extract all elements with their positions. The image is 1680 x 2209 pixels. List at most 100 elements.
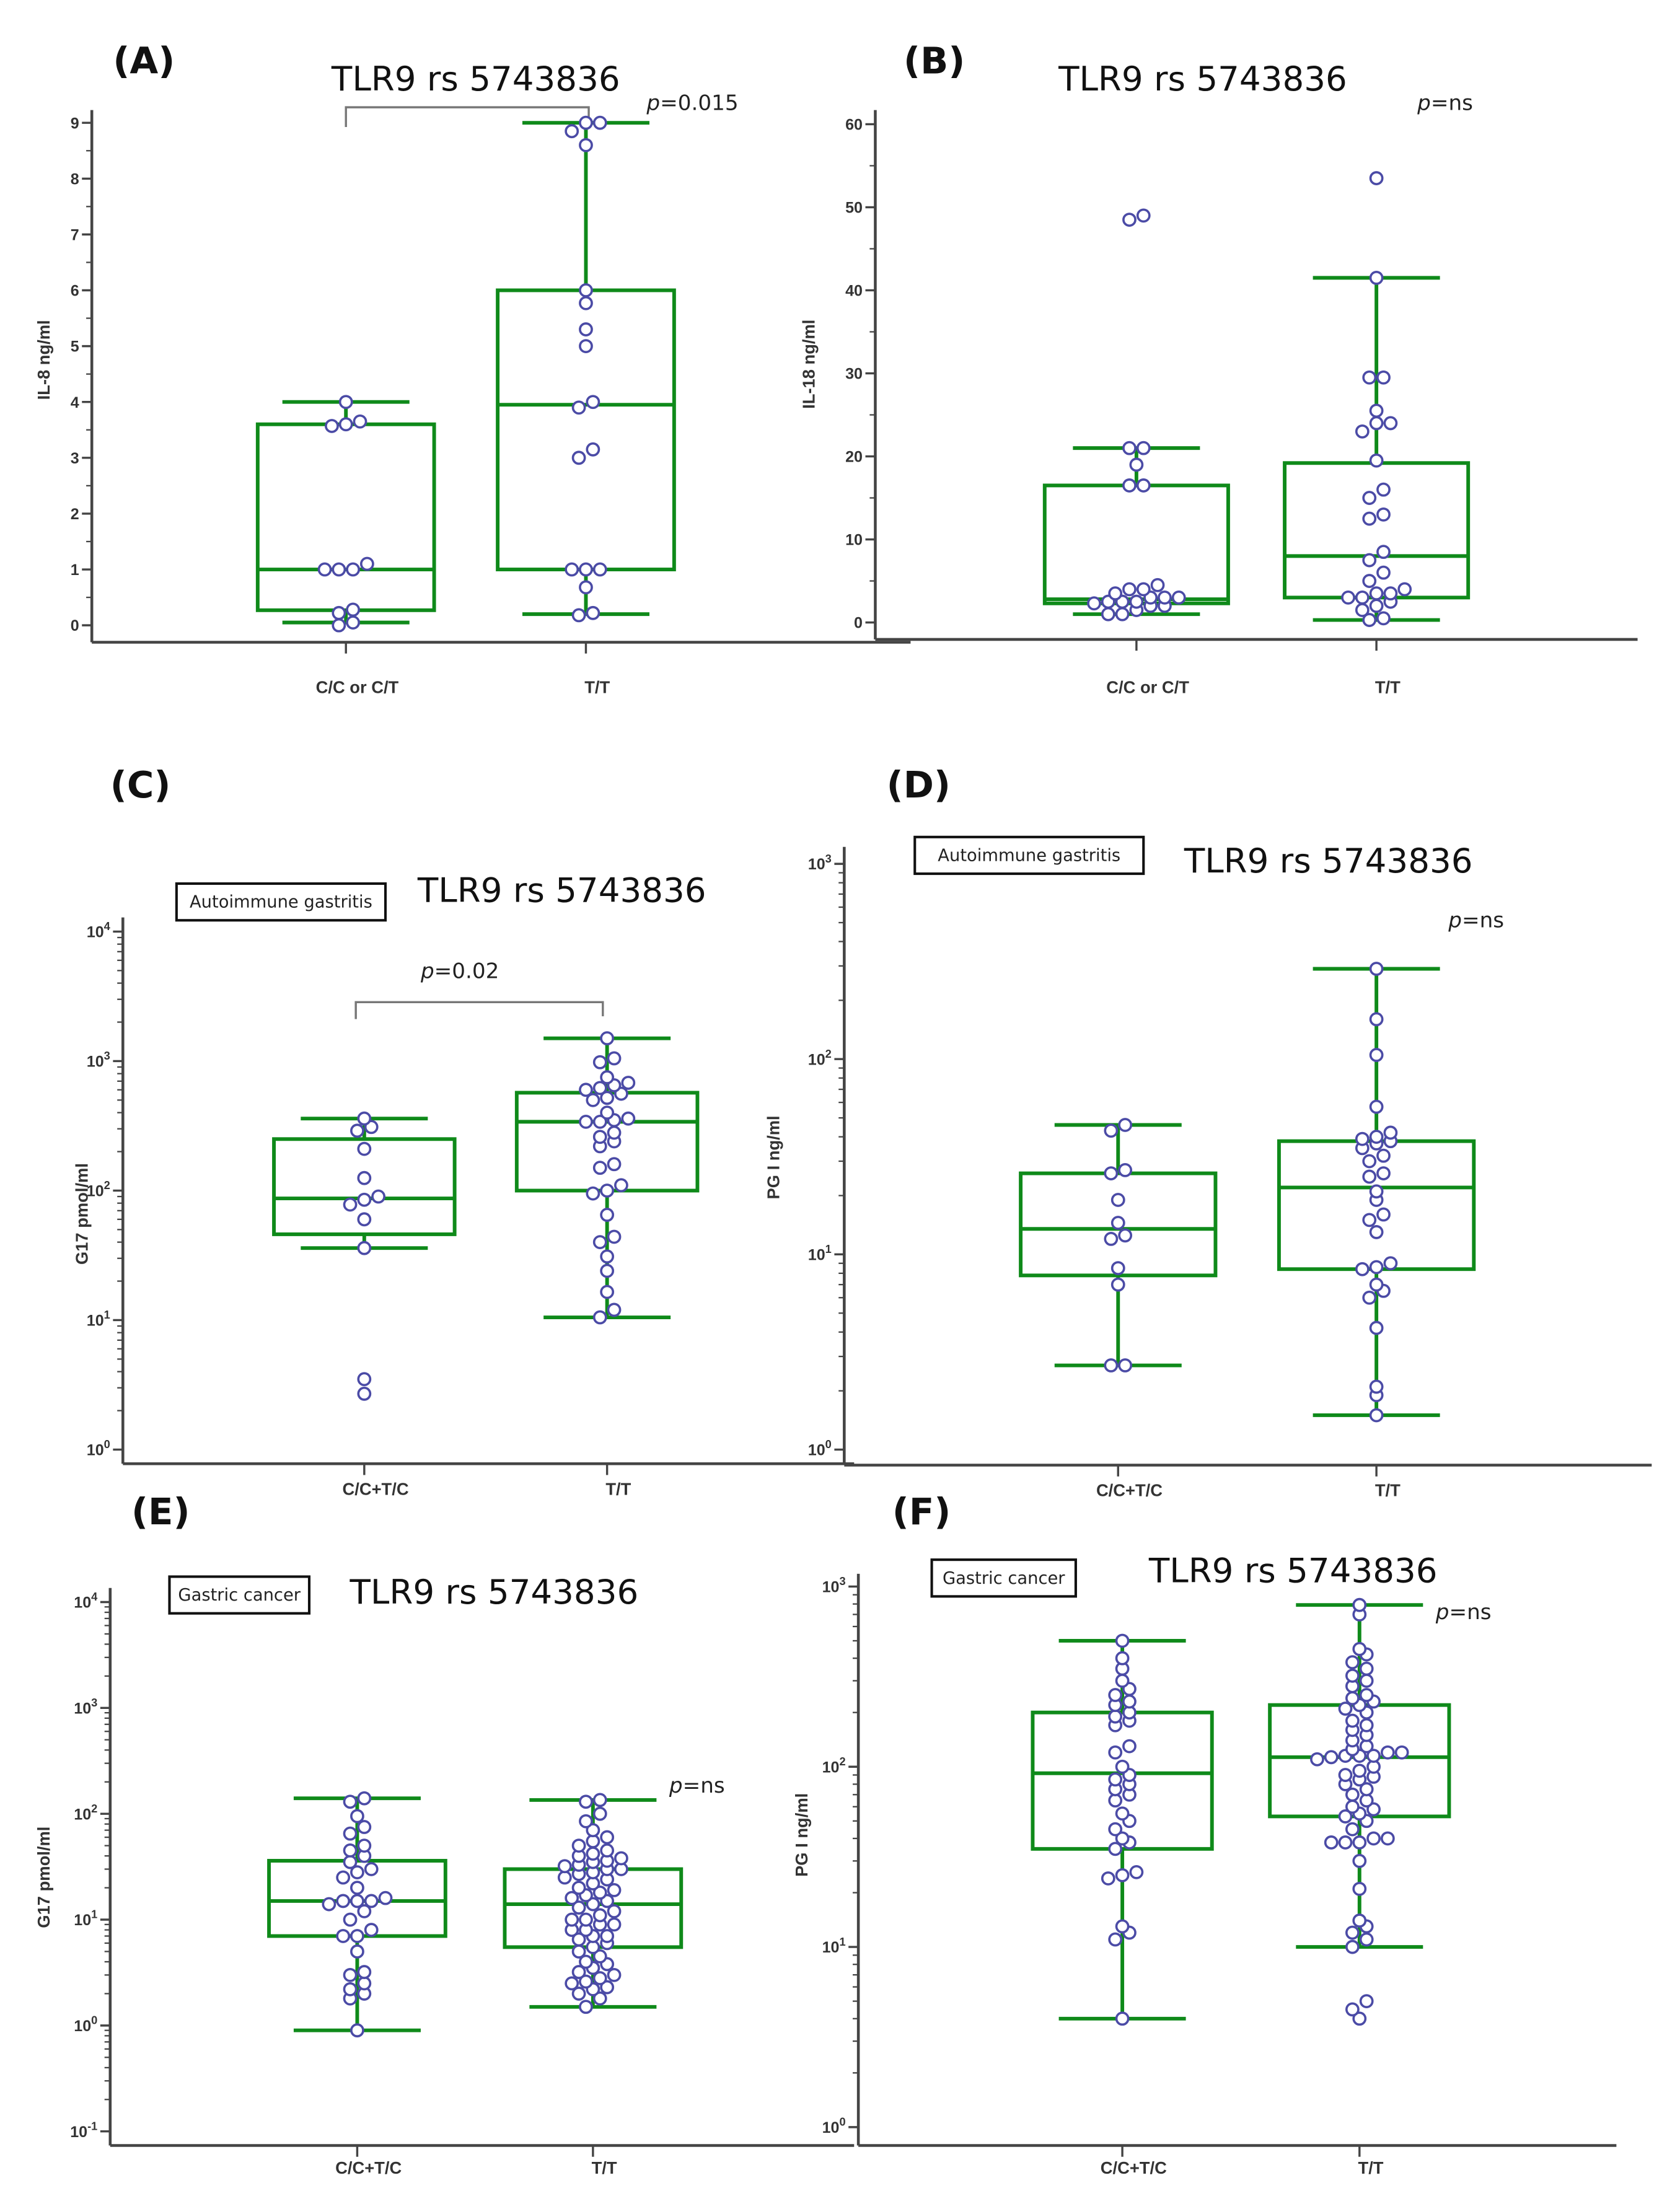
y-tick-label: 104 [74,1591,98,1611]
data-point [1345,1925,1360,1940]
y-tick-label: 103 [87,1050,110,1070]
y-tick-label: 5 [71,338,79,356]
tick-exponent: -1 [87,2120,97,2132]
y-axis-label: PG I ng/ml [764,1115,783,1199]
data-point [1352,1597,1367,1612]
data-point [1355,1131,1370,1146]
data-point [343,1794,358,1809]
tick-exponent: 1 [825,1243,832,1255]
chart-title: TLR9 rs 5743836 [1058,59,1347,99]
data-point [592,1949,607,1964]
data-point [357,1372,372,1387]
annotation-label: Autoimmune gastritis [938,846,1120,866]
tick-exponent: 0 [91,2014,97,2027]
data-point [357,1965,372,1979]
data-point [1118,1118,1133,1132]
data-point [1122,213,1137,227]
data-point [1115,1868,1130,1882]
data-point [586,1847,600,1861]
annotation-box [913,835,1145,876]
data-point [557,1870,572,1885]
data-point [571,1881,586,1895]
data-point [1369,1408,1384,1423]
y-tick-label: 100 [808,1438,832,1459]
panel-a: (A) TLR9 rs 5743836 p=0.015 0 1 2 3 4 5 6 7 8 9 IL-8 … [34,39,911,696]
box-group-2: T/T [496,115,676,696]
iqr-box [1019,1171,1218,1278]
x-category-label: T/T [592,2158,617,2177]
data-point [1338,1702,1353,1716]
box-group-2: T/T [503,1793,684,2177]
panel-c: (C) TLR9 rs 5743836 Autoimmune gastritis p=… [72,763,855,1498]
data-point [1136,582,1151,597]
data-point [1362,370,1377,385]
data-point [346,602,360,617]
data-point [357,1192,372,1207]
data-point [571,608,586,623]
box-group-2: T/T [514,1031,700,1498]
chart-title: TLR9 rs 5743836 [331,59,620,99]
data-point [565,1976,579,1991]
y-axis-label: PG I ng/ml [792,1793,811,1877]
data-point [1352,1835,1367,1850]
data-point [364,1862,379,1876]
data-point [1115,1633,1130,1648]
tick-base: 10 [808,1246,825,1263]
data-point [357,1791,372,1806]
data-point [1115,1651,1130,1666]
data-point [1104,1232,1119,1246]
tick-base: 10 [808,1442,825,1459]
data-point [1369,1099,1384,1114]
y-tick-label: 102 [87,1179,110,1200]
data-point [1115,1759,1130,1774]
data-point [357,1212,372,1227]
data-point [1355,590,1370,605]
data-point [1369,453,1384,468]
data-point [1362,491,1377,505]
data-point [1355,424,1370,439]
data-point [357,1386,372,1401]
data-point [357,1241,372,1255]
data-point [1376,1207,1391,1222]
panel-letter: (D) [887,763,951,806]
data-point [621,1076,636,1090]
data-point [1122,478,1137,493]
p-value: p=ns [1448,907,1505,933]
data-point [1376,1148,1391,1163]
data-point [592,1971,607,1985]
data-point [1104,1358,1119,1372]
data-point [1101,1871,1115,1886]
data-point [586,1186,600,1201]
x-category-label: T/T [1375,677,1401,696]
panel-letter: (C) [110,763,171,806]
data-point [600,1105,615,1120]
data-point [1101,607,1115,621]
data-point [565,1912,579,1927]
y-tick-label: 103 [822,1575,846,1596]
data-point [592,1806,607,1821]
annotation-box [175,882,387,922]
data-point [579,2000,593,2014]
tick-exponent: 2 [825,1048,832,1060]
p-value: p=0.015 [646,90,739,116]
p-value-container: p=ns [1448,907,1505,933]
data-point [1380,1831,1395,1846]
panel-letter: (E) [131,1490,190,1533]
tick-exponent: 3 [104,1050,110,1062]
y-tick-label: 4 [71,394,79,411]
tick-base: 10 [74,2018,91,2035]
data-point [364,1923,379,1937]
data-point [1118,1163,1133,1177]
data-point [1376,611,1391,626]
data-point [1341,590,1355,605]
data-point [1376,482,1391,497]
data-point [1108,1772,1123,1787]
data-point [1136,208,1151,223]
data-point [607,1125,622,1140]
data-point [607,1157,622,1172]
panel-b: (B) TLR9 rs 5743836 p=ns 0 10 20 30 40 50 60 IL-18… [799,39,1638,696]
x-category-label: C/C+T/C [1096,1481,1163,1500]
data-point [1352,1853,1367,1868]
p-value-container: p=ns [669,1773,725,1798]
data-point [1394,1745,1409,1760]
